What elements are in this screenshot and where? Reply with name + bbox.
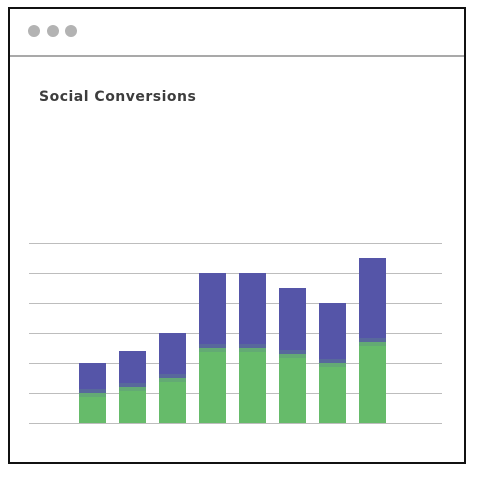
window-control-dot-1[interactable] [28, 25, 40, 37]
bar-segment-boundary [239, 344, 266, 352]
bar-segment-boundary [79, 389, 106, 397]
bar-segment-series-1 [199, 348, 226, 423]
bar-segment-boundary [199, 344, 226, 352]
window-control-dot-2[interactable] [47, 25, 59, 37]
app-window: Social Conversions [8, 7, 466, 464]
bar-segment-series-2 [119, 351, 146, 387]
bar-segment-series-1 [239, 348, 266, 423]
bar-segment-series-1 [119, 387, 146, 423]
bars [79, 258, 386, 423]
bar-segment-series-1 [279, 354, 306, 423]
window-control-dot-3[interactable] [65, 25, 77, 37]
bar-segment-series-2 [279, 288, 306, 354]
bar-segment-boundary [359, 338, 386, 346]
window-titlebar [10, 9, 464, 57]
bar-segment-boundary [119, 383, 146, 391]
bar-segment-series-1 [319, 363, 346, 423]
bar-segment-series-2 [239, 273, 266, 348]
bar-segment-series-2 [319, 303, 346, 363]
bar-segment-series-1 [159, 378, 186, 423]
bar-segment-series-1 [359, 342, 386, 423]
bar-segment-series-2 [79, 363, 106, 393]
bar-segment-series-1 [79, 393, 106, 423]
bar-segment-series-2 [359, 258, 386, 342]
bar-segment-series-2 [199, 273, 226, 348]
bar-segment-boundary [159, 374, 186, 382]
bar-segment-boundary [279, 350, 306, 358]
chart-title: Social Conversions [39, 89, 197, 105]
bar-segment-series-2 [159, 333, 186, 378]
bar-chart [29, 243, 442, 424]
bar-segment-boundary [319, 359, 346, 367]
